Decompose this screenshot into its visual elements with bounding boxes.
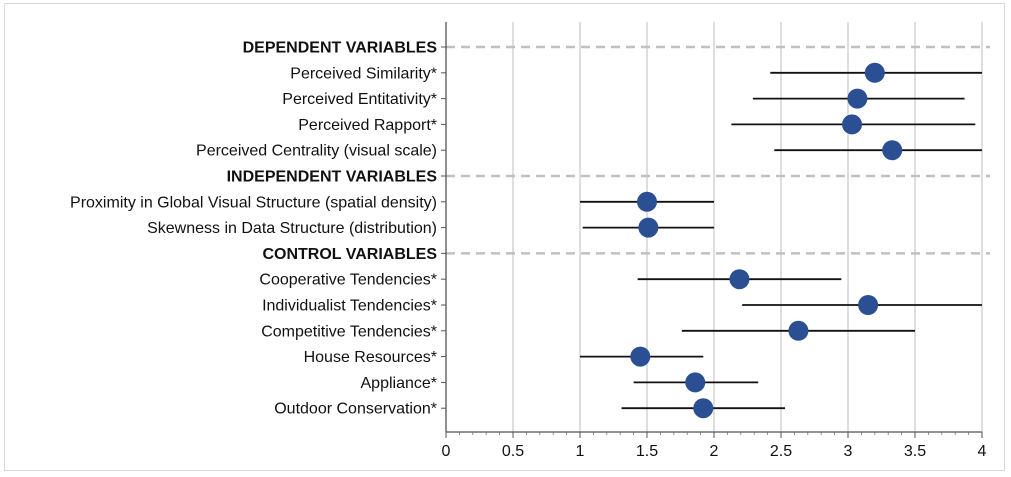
mean-point <box>842 114 863 135</box>
row-label: Competitive Tendencies* <box>261 323 437 340</box>
mean-point <box>729 269 750 290</box>
row-label: Perceived Rapport* <box>298 117 437 134</box>
mean-point <box>637 191 657 212</box>
row-labels: DEPENDENT VARIABLES Perceived Similarity*… <box>70 40 437 418</box>
group-header-label: CONTROL VARIABLES <box>262 246 437 263</box>
mean-point <box>882 140 903 161</box>
row-label: Cooperative Tendencies* <box>259 272 437 289</box>
x-tick-label: 3.5 <box>904 443 926 460</box>
mean-point <box>630 346 651 367</box>
mean-point <box>847 88 868 109</box>
mean-point <box>638 217 659 238</box>
group-header-label: DEPENDENT VARIABLES <box>243 40 438 57</box>
group-separators <box>446 45 990 255</box>
x-tick-label: 1 <box>576 443 585 460</box>
grid-lines <box>512 22 983 432</box>
row-label: Proximity in Global Visual Structure (sp… <box>70 194 437 211</box>
x-tick-label: 2 <box>710 443 719 460</box>
data-marks <box>580 62 982 419</box>
row-label: Perceived Entitativity* <box>282 91 437 108</box>
row-label: House Resources* <box>304 349 437 366</box>
x-tick-label: 3 <box>844 443 853 460</box>
x-tick-label: 4 <box>978 443 987 460</box>
x-tick-label: 2.5 <box>770 443 792 460</box>
mean-point <box>864 62 885 83</box>
mean-point <box>788 320 809 341</box>
group-header-label: INDEPENDENT VARIABLES <box>227 169 438 186</box>
mean-point <box>685 372 706 393</box>
mean-point <box>858 295 879 315</box>
row-label: Appliance* <box>361 375 438 392</box>
row-label: Perceived Centrality (visual scale) <box>196 143 437 160</box>
row-label: Perceived Similarity* <box>290 65 437 82</box>
x-tick-label: 0 <box>442 443 451 460</box>
row-label: Outdoor Conservation* <box>274 401 437 418</box>
mean-point <box>693 398 714 419</box>
chart-frame <box>4 3 1005 471</box>
row-label: Individualist Tendencies* <box>262 298 437 315</box>
x-tick-label: 0.5 <box>502 443 524 460</box>
x-axis: 0 0.5 1 1.5 2 2.5 3 3.5 4 <box>441 22 987 460</box>
x-tick-label: 1.5 <box>636 443 658 460</box>
row-label: Skewness in Data Structure (distribution… <box>147 220 437 237</box>
